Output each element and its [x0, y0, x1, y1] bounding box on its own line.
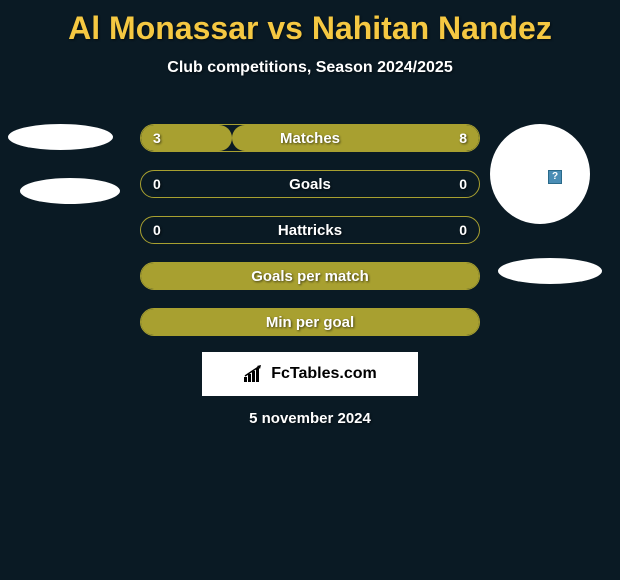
stat-row: Min per goal — [140, 308, 480, 336]
stat-row: 00Hattricks — [140, 216, 480, 244]
missing-image-icon: ? — [548, 170, 562, 184]
left-avatar-shape-1 — [8, 124, 113, 150]
stat-label: Min per goal — [141, 309, 479, 335]
bar-chart-icon — [243, 365, 265, 383]
page-title: Al Monassar vs Nahitan Nandez — [0, 0, 620, 47]
right-avatar: ? — [490, 124, 590, 224]
stat-label: Hattricks — [141, 217, 479, 243]
stat-label: Goals — [141, 171, 479, 197]
stat-label: Goals per match — [141, 263, 479, 289]
left-avatar-shape-2 — [20, 178, 120, 204]
stat-label: Matches — [141, 125, 479, 151]
stat-row: 00Goals — [140, 170, 480, 198]
subtitle: Club competitions, Season 2024/2025 — [0, 59, 620, 77]
right-avatar-shape-2 — [498, 258, 602, 284]
date: 5 november 2024 — [0, 410, 620, 427]
stat-row: 38Matches — [140, 124, 480, 152]
stat-row: Goals per match — [140, 262, 480, 290]
logo-text: FcTables.com — [271, 365, 377, 383]
fctables-logo: FcTables.com — [202, 352, 418, 396]
stats-container: 38Matches 00Goals 00Hattricks Goals per mat… — [140, 124, 480, 354]
